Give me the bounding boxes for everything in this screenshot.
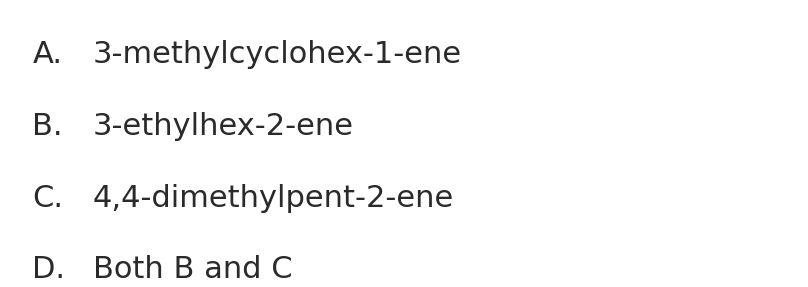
Text: 3-ethylhex-2-ene: 3-ethylhex-2-ene <box>93 112 354 141</box>
Text: C.: C. <box>32 184 63 213</box>
Text: Both B and C: Both B and C <box>93 255 292 284</box>
Text: A.: A. <box>32 40 62 69</box>
Text: 4,4-dimethylpent-2-ene: 4,4-dimethylpent-2-ene <box>93 184 454 213</box>
Text: 3-methylcyclohex-1-ene: 3-methylcyclohex-1-ene <box>93 40 462 69</box>
Text: D.: D. <box>32 255 65 284</box>
Text: B.: B. <box>32 112 63 141</box>
